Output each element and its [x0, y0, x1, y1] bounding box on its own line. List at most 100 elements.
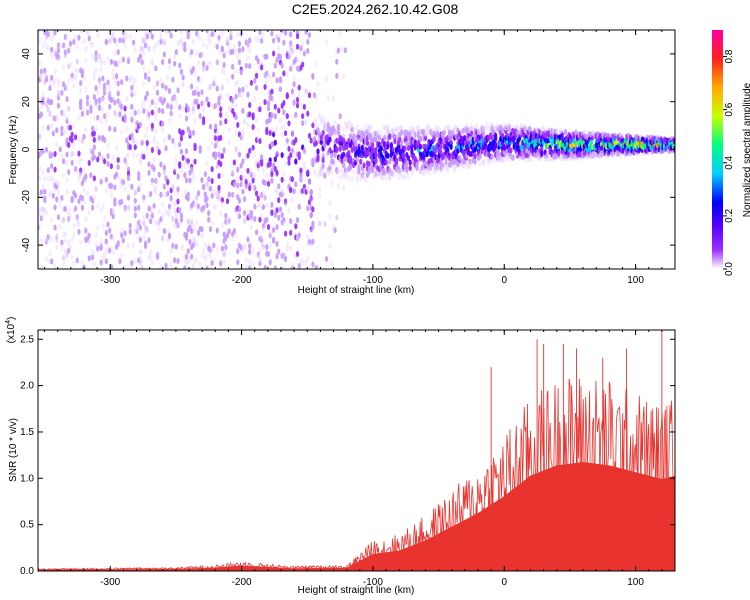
heatmap-cell [446, 167, 450, 174]
heatmap-cell [384, 124, 388, 131]
heatmap-cell [323, 126, 327, 133]
heatmap-cell [142, 81, 146, 88]
y-tick-label: 1.0 [20, 473, 34, 484]
heatmap-cell [101, 95, 105, 102]
heatmap-cell [167, 134, 172, 141]
heatmap-cell [181, 245, 185, 252]
heatmap-cell [202, 66, 206, 73]
heatmap-cell [150, 33, 154, 40]
heatmap-cell [55, 196, 59, 203]
heatmap-cell [220, 245, 225, 252]
heatmap-cell [56, 42, 61, 49]
heatmap-cell [287, 120, 291, 127]
heatmap-cell [261, 223, 265, 230]
heatmap-cell [130, 183, 134, 190]
heatmap-cell [207, 31, 211, 38]
heatmap-cell [60, 130, 64, 137]
heatmap-cell [374, 157, 378, 164]
heatmap-cell [142, 37, 146, 44]
heatmap-cell [313, 169, 317, 176]
heatmap-cell [133, 77, 137, 84]
heatmap-cell [418, 135, 423, 142]
heatmap-cell [58, 224, 62, 231]
heatmap-cell [109, 192, 114, 199]
heatmap-cell [70, 197, 74, 204]
heatmap-cell [338, 145, 342, 152]
heatmap-cell [116, 80, 120, 87]
heatmap-cell [227, 127, 231, 134]
heatmap-cell [367, 125, 371, 132]
heatmap-cell [109, 35, 114, 42]
heatmap-cell [161, 108, 165, 115]
heatmap-cell [287, 53, 291, 60]
heatmap-cell [482, 159, 486, 166]
heatmap-cell [75, 58, 79, 65]
heatmap-cell [118, 37, 122, 44]
heatmap-cell [135, 227, 139, 234]
heatmap-cell [104, 258, 108, 265]
heatmap-cell [324, 76, 329, 83]
heatmap-cell [236, 122, 240, 129]
heatmap-cell [143, 72, 148, 79]
heatmap-cell [311, 238, 315, 245]
heatmap-cell [152, 138, 156, 145]
heatmap-cell [330, 168, 334, 175]
heatmap-cell [82, 198, 86, 205]
heatmap-cell [128, 228, 132, 235]
heatmap-cell [272, 131, 276, 138]
heatmap-cell [60, 194, 64, 201]
heatmap-cell [176, 258, 180, 265]
heatmap-cell [154, 101, 158, 108]
heatmap-cell [195, 50, 199, 57]
heatmap-cell [219, 119, 223, 126]
heatmap-cell [208, 264, 213, 269]
heatmap-cell [260, 37, 264, 44]
heatmap-cell [545, 152, 549, 159]
heatmap-cell [239, 69, 243, 76]
heatmap-cell [138, 121, 143, 128]
heatmap-cell [239, 162, 243, 169]
heatmap-cells [38, 30, 675, 269]
heatmap-cell [106, 160, 110, 167]
heatmap-cell [423, 130, 428, 137]
heatmap-cell [99, 66, 103, 73]
heatmap-cell [220, 84, 225, 91]
heatmap-cell [415, 165, 419, 172]
heatmap-cell [155, 140, 160, 147]
heatmap-cell [560, 133, 564, 140]
heatmap-cell [44, 102, 49, 109]
heatmap-cell [58, 42, 62, 49]
heatmap-cell [227, 191, 231, 198]
heatmap-cell [384, 173, 388, 180]
heatmap-cell [435, 125, 440, 132]
heatmap-cell [468, 158, 472, 165]
heatmap-cell [102, 59, 107, 66]
heatmap-cell [143, 95, 148, 102]
heatmap-cell [278, 77, 283, 84]
heatmap-cell [133, 144, 137, 151]
heatmap-cell [487, 159, 491, 166]
heatmap-cell [154, 65, 158, 72]
heatmap-cell [123, 186, 127, 193]
heatmap-cell [94, 231, 98, 238]
heatmap-cell [336, 129, 341, 136]
heatmap-cell [278, 31, 283, 38]
heatmap-cell [311, 206, 315, 213]
heatmap-cell [92, 195, 96, 202]
heatmap-cell [386, 152, 390, 159]
heatmap-cell [314, 94, 318, 101]
heatmap-cell [203, 255, 207, 262]
heatmap-cell [44, 76, 49, 83]
heatmap-cell [253, 151, 257, 158]
heatmap-cell [178, 104, 182, 111]
heatmap-cell [313, 152, 317, 159]
heatmap-cell [159, 38, 163, 45]
heatmap-cell [130, 103, 134, 110]
heatmap-cell [236, 53, 240, 60]
heatmap-cell [92, 144, 96, 151]
heatmap-cell [215, 58, 219, 65]
heatmap-cell [275, 124, 279, 131]
heatmap-cell [227, 217, 231, 224]
heatmap-cell [154, 128, 158, 135]
heatmap-cell [215, 59, 219, 66]
